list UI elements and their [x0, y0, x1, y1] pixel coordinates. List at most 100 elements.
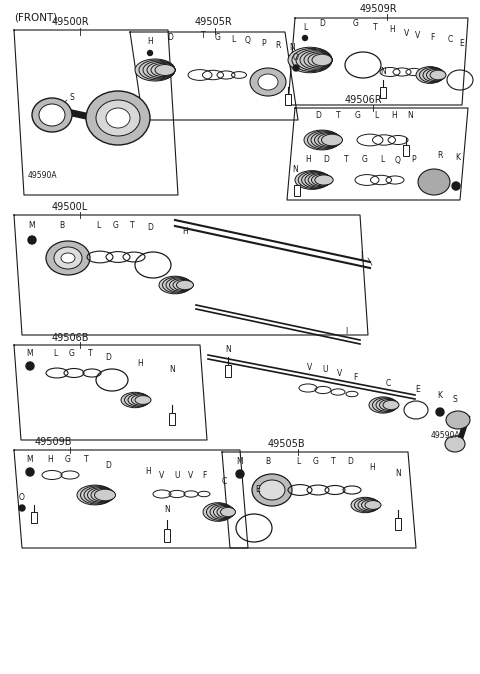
- Ellipse shape: [86, 91, 150, 145]
- Ellipse shape: [380, 400, 398, 410]
- Bar: [31, 512, 37, 523]
- Ellipse shape: [383, 400, 399, 410]
- Text: D: D: [347, 458, 353, 466]
- Text: F: F: [202, 472, 206, 481]
- Text: N: N: [169, 365, 175, 375]
- Text: C: C: [385, 379, 391, 388]
- Text: N: N: [225, 346, 231, 355]
- Ellipse shape: [312, 174, 333, 186]
- Text: 49506R: 49506R: [345, 95, 383, 105]
- Ellipse shape: [217, 506, 235, 518]
- Text: N: N: [395, 470, 401, 479]
- Text: V: V: [404, 28, 409, 38]
- Text: 49590A: 49590A: [28, 171, 58, 179]
- Ellipse shape: [308, 53, 332, 67]
- Ellipse shape: [84, 487, 114, 503]
- Text: O: O: [293, 53, 299, 63]
- Ellipse shape: [206, 503, 233, 520]
- Bar: [395, 518, 401, 530]
- Text: B: B: [265, 458, 271, 466]
- Text: 49505B: 49505B: [268, 439, 306, 449]
- Text: L: L: [231, 34, 235, 44]
- Text: G: G: [362, 156, 368, 164]
- Text: U: U: [322, 365, 328, 375]
- Ellipse shape: [81, 486, 113, 504]
- Ellipse shape: [351, 497, 379, 513]
- Ellipse shape: [54, 247, 82, 269]
- Ellipse shape: [315, 175, 333, 185]
- Text: H: H: [389, 26, 395, 34]
- Ellipse shape: [296, 50, 332, 71]
- Bar: [169, 413, 175, 425]
- Text: L: L: [53, 350, 57, 359]
- Ellipse shape: [143, 61, 175, 79]
- Text: N: N: [292, 166, 298, 175]
- Text: G: G: [313, 458, 319, 466]
- Text: L: L: [96, 220, 100, 230]
- Text: H: H: [391, 111, 397, 119]
- Circle shape: [19, 505, 25, 511]
- Text: N: N: [164, 506, 170, 514]
- Text: I: I: [345, 328, 347, 336]
- Ellipse shape: [446, 411, 470, 429]
- Text: E: E: [256, 485, 260, 495]
- Ellipse shape: [300, 51, 332, 69]
- Text: D: D: [167, 34, 173, 42]
- Text: T: T: [88, 350, 92, 359]
- Text: Q: Q: [395, 156, 401, 164]
- Ellipse shape: [355, 498, 380, 512]
- Text: H: H: [182, 228, 188, 237]
- Ellipse shape: [163, 277, 192, 293]
- Ellipse shape: [91, 489, 115, 501]
- Text: V: V: [307, 363, 312, 371]
- Text: G: G: [215, 32, 221, 42]
- Ellipse shape: [308, 131, 340, 149]
- Ellipse shape: [128, 394, 150, 406]
- Text: H: H: [305, 156, 311, 164]
- Ellipse shape: [258, 74, 278, 90]
- Ellipse shape: [304, 130, 340, 150]
- Text: N: N: [407, 111, 413, 119]
- Text: E: E: [460, 38, 464, 47]
- Text: R: R: [437, 150, 443, 160]
- Circle shape: [147, 51, 153, 55]
- Ellipse shape: [301, 172, 330, 188]
- Text: T: T: [331, 458, 336, 466]
- Text: H: H: [147, 38, 153, 47]
- Text: T: T: [201, 30, 205, 40]
- Circle shape: [302, 36, 308, 40]
- Text: M: M: [27, 350, 33, 359]
- Circle shape: [436, 408, 444, 416]
- Ellipse shape: [32, 98, 72, 132]
- Ellipse shape: [416, 67, 444, 84]
- Ellipse shape: [318, 133, 342, 147]
- Text: C: C: [221, 477, 227, 487]
- Text: 49506B: 49506B: [52, 333, 89, 343]
- Text: H: H: [47, 456, 53, 464]
- Text: G: G: [65, 456, 71, 464]
- Ellipse shape: [169, 278, 192, 291]
- Ellipse shape: [77, 485, 113, 505]
- Ellipse shape: [203, 503, 233, 521]
- Text: T: T: [130, 220, 134, 230]
- Text: B: B: [60, 220, 65, 230]
- Ellipse shape: [358, 499, 380, 511]
- Text: G: G: [355, 111, 361, 119]
- Text: K: K: [456, 154, 460, 162]
- Text: V: V: [415, 32, 420, 40]
- Ellipse shape: [220, 508, 236, 517]
- Ellipse shape: [420, 67, 444, 82]
- Bar: [164, 529, 170, 542]
- Ellipse shape: [214, 506, 235, 518]
- Text: L: L: [374, 111, 378, 119]
- Text: S: S: [453, 396, 457, 404]
- Text: D: D: [147, 224, 153, 233]
- Text: 49509R: 49509R: [360, 4, 397, 14]
- Text: C: C: [447, 36, 453, 44]
- Text: D: D: [315, 111, 321, 119]
- Ellipse shape: [124, 393, 149, 407]
- Text: J: J: [360, 251, 362, 259]
- Circle shape: [236, 470, 244, 478]
- Text: 49500R: 49500R: [52, 17, 90, 27]
- Text: K: K: [437, 392, 443, 400]
